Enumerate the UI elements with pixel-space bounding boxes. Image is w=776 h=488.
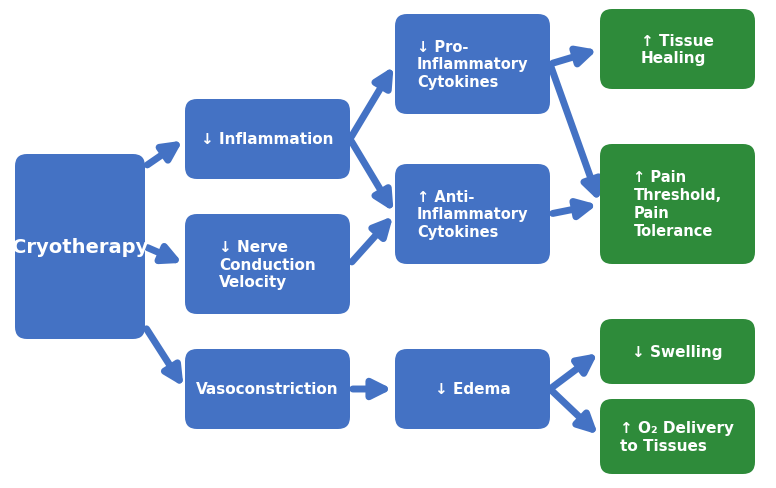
Text: Vasoconstriction: Vasoconstriction <box>196 382 339 397</box>
Text: ↑ Pain
Threshold,
Pain
Tolerance: ↑ Pain Threshold, Pain Tolerance <box>633 170 722 239</box>
FancyBboxPatch shape <box>600 10 755 90</box>
Text: ↑ Anti-
Inflammatory
Cytokines: ↑ Anti- Inflammatory Cytokines <box>417 189 528 240</box>
FancyBboxPatch shape <box>600 145 755 264</box>
FancyBboxPatch shape <box>185 100 350 180</box>
Text: ↓ Swelling: ↓ Swelling <box>632 345 722 359</box>
Text: Cryotherapy: Cryotherapy <box>12 238 148 257</box>
Text: ↓ Edema: ↓ Edema <box>435 382 511 397</box>
Text: ↑ Tissue
Healing: ↑ Tissue Healing <box>641 34 714 66</box>
FancyBboxPatch shape <box>185 349 350 429</box>
FancyBboxPatch shape <box>185 215 350 314</box>
Text: ↓ Inflammation: ↓ Inflammation <box>201 132 334 147</box>
Text: ↓ Pro-
Inflammatory
Cytokines: ↓ Pro- Inflammatory Cytokines <box>417 40 528 90</box>
FancyBboxPatch shape <box>395 15 550 115</box>
FancyBboxPatch shape <box>15 155 145 339</box>
FancyBboxPatch shape <box>600 319 755 384</box>
FancyBboxPatch shape <box>395 164 550 264</box>
Text: ↑ O₂ Delivery
to Tissues: ↑ O₂ Delivery to Tissues <box>621 420 735 453</box>
Text: ↓ Nerve
Conduction
Velocity: ↓ Nerve Conduction Velocity <box>219 239 316 290</box>
FancyBboxPatch shape <box>600 399 755 474</box>
FancyBboxPatch shape <box>395 349 550 429</box>
